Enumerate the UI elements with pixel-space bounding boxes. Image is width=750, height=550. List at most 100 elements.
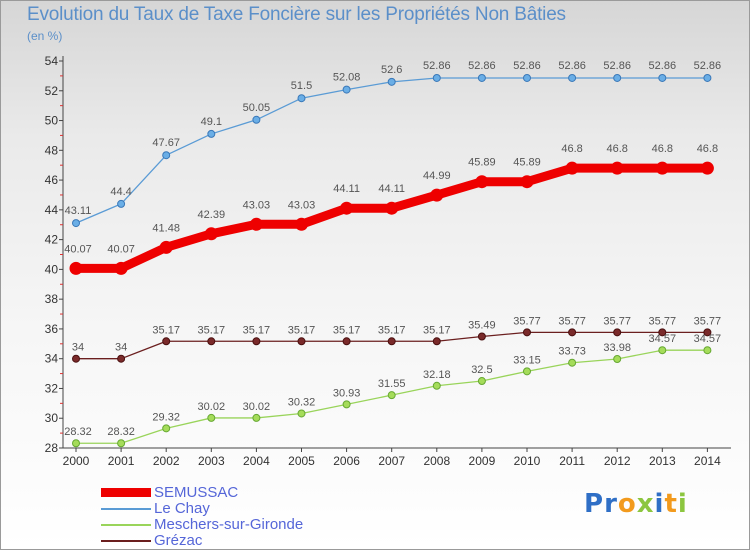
- data-label-le-chay: 52.86: [558, 60, 586, 72]
- data-point-le-chay: [432, 73, 441, 82]
- data-point-meschers: [297, 409, 306, 418]
- data-point-grezac: [432, 337, 441, 346]
- data-label-le-chay: 43.11: [65, 205, 92, 217]
- data-label-meschers: 30.02: [243, 401, 271, 413]
- data-point-meschers: [477, 377, 486, 386]
- data-point-le-chay: [72, 219, 80, 228]
- data-label-le-chay: 52.86: [423, 60, 451, 72]
- legend-swatch-grezac: [101, 540, 151, 542]
- data-point-semussac: [249, 217, 263, 231]
- y-tick-label: 52: [45, 84, 59, 98]
- data-point-semussac: [385, 201, 399, 215]
- y-tick-label: 54: [45, 54, 59, 68]
- legend-label-semussac: SEMUSSAC: [154, 484, 239, 501]
- data-point-meschers: [387, 391, 396, 400]
- logo-letter: P: [584, 489, 605, 519]
- data-label-grezac: 35.17: [288, 324, 316, 336]
- data-point-grezac: [342, 337, 351, 346]
- x-tick-label: 2011: [559, 454, 585, 468]
- y-tick-label: 42: [45, 233, 59, 247]
- data-label-meschers: 32.5: [471, 364, 492, 376]
- legend-swatch-le-chay: [101, 508, 151, 510]
- data-label-semussac: 46.8: [561, 143, 582, 155]
- legend-label-meschers: Meschers-sur-Gironde: [154, 516, 304, 533]
- data-point-le-chay: [342, 85, 351, 94]
- data-label-meschers: 30.93: [333, 387, 361, 399]
- data-label-meschers: 32.18: [423, 369, 451, 381]
- data-point-semussac: [520, 175, 534, 189]
- data-point-grezac: [387, 337, 396, 346]
- data-label-grezac: 35.77: [649, 315, 677, 327]
- logo-letter: x: [636, 489, 655, 519]
- x-tick-label: 2003: [198, 454, 225, 468]
- data-label-grezac: 35.17: [152, 324, 180, 336]
- data-point-le-chay: [162, 151, 171, 160]
- y-tick-label: 30: [45, 411, 59, 425]
- data-label-le-chay: 52.86: [513, 60, 541, 72]
- x-tick-label: 2007: [378, 454, 405, 468]
- x-tick-label: 2001: [108, 454, 135, 468]
- data-label-le-chay: 50.05: [243, 102, 271, 114]
- data-label-meschers: 29.32: [152, 411, 180, 423]
- data-label-le-chay: 49.1: [201, 116, 222, 128]
- y-tick-label: 48: [45, 143, 59, 157]
- data-point-meschers: [432, 381, 441, 390]
- data-point-semussac: [610, 161, 624, 175]
- data-label-semussac: 41.48: [152, 222, 180, 234]
- data-point-le-chay: [252, 115, 261, 124]
- data-label-semussac: 44.99: [423, 170, 451, 182]
- data-label-semussac: 40.07: [64, 243, 92, 255]
- data-label-meschers: 33.98: [603, 342, 631, 354]
- data-label-le-chay: 47.67: [152, 137, 180, 149]
- data-point-semussac: [430, 188, 444, 202]
- x-tick-label: 2014: [694, 454, 721, 468]
- data-point-le-chay: [207, 129, 216, 138]
- data-label-semussac: 40.07: [107, 243, 135, 255]
- data-label-semussac: 44.11: [378, 183, 405, 195]
- data-point-le-chay: [477, 73, 486, 82]
- data-point-grezac: [297, 337, 306, 346]
- data-point-meschers: [703, 346, 712, 355]
- y-tick-label: 36: [45, 322, 59, 336]
- data-label-meschers: 33.73: [558, 346, 586, 358]
- logo-letter: r: [604, 489, 618, 519]
- y-tick-label: 32: [45, 381, 59, 395]
- data-label-semussac: 42.39: [198, 209, 226, 221]
- x-tick-label: 2012: [604, 454, 631, 468]
- y-tick-label: 38: [45, 292, 59, 306]
- x-tick-label: 2000: [63, 454, 90, 468]
- data-point-meschers: [72, 439, 80, 448]
- data-point-le-chay: [658, 73, 667, 82]
- data-point-grezac: [252, 337, 261, 346]
- data-point-grezac: [477, 332, 486, 341]
- x-tick-label: 2002: [153, 454, 180, 468]
- data-label-le-chay: 52.86: [649, 60, 677, 72]
- data-label-le-chay: 52.86: [468, 60, 496, 72]
- data-point-meschers: [342, 400, 351, 409]
- data-label-semussac: 43.03: [243, 199, 271, 211]
- data-point-grezac: [207, 337, 216, 346]
- data-label-semussac: 43.03: [288, 199, 316, 211]
- data-point-semussac: [700, 161, 714, 175]
- data-point-semussac: [159, 240, 173, 254]
- data-label-le-chay: 51.5: [291, 80, 312, 92]
- data-label-semussac: 46.8: [652, 143, 673, 155]
- data-label-semussac: 44.11: [333, 183, 360, 195]
- x-tick-label: 2009: [469, 454, 496, 468]
- data-label-grezac: 34: [72, 342, 84, 354]
- data-point-grezac: [568, 328, 577, 337]
- data-point-semussac: [114, 261, 128, 275]
- data-point-le-chay: [703, 73, 712, 82]
- data-point-grezac: [613, 328, 622, 337]
- data-label-grezac: 35.17: [333, 324, 361, 336]
- y-tick-label: 46: [45, 173, 59, 187]
- data-point-semussac: [340, 201, 354, 215]
- data-label-semussac: 46.8: [697, 143, 718, 155]
- data-label-semussac: 46.8: [606, 143, 627, 155]
- data-point-grezac: [72, 354, 80, 363]
- y-tick-label: 40: [45, 262, 59, 276]
- data-point-grezac: [703, 328, 712, 337]
- data-label-grezac: 35.77: [603, 315, 631, 327]
- data-label-meschers: 31.55: [378, 378, 406, 390]
